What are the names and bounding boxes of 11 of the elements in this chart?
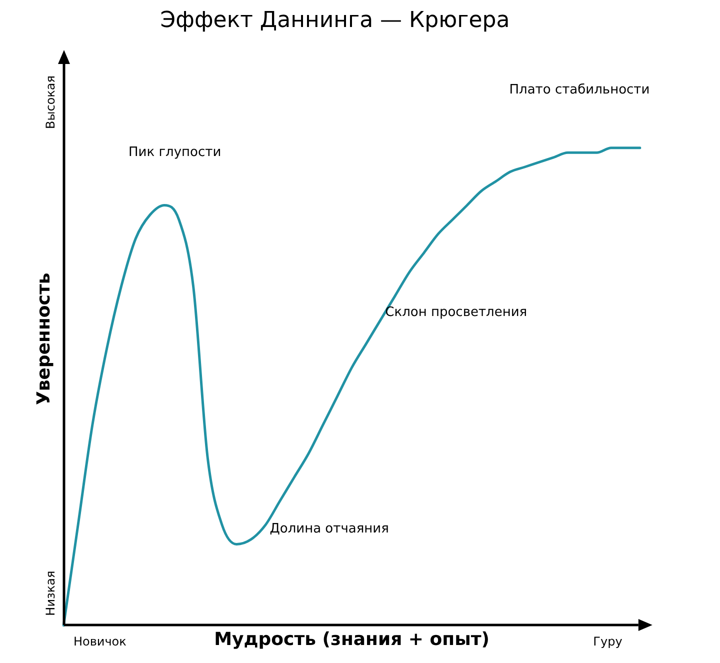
annotation: Склон просветления [385, 304, 528, 320]
annotation: Долина отчаяния [270, 522, 389, 537]
text: Новичок [73, 634, 126, 649]
text: Высокая [44, 76, 58, 129]
text: Плато стабильности [509, 82, 650, 98]
x-axis-title: Мудрость (знания + опыт) [214, 628, 490, 650]
text: Низкая [44, 570, 58, 616]
chart-title: Эффект Даннинга — Крюгера [160, 8, 510, 33]
annotation: Пик глупости [128, 145, 222, 160]
text: Гуру [593, 634, 622, 649]
y-axis-title: Уверенность [33, 272, 54, 406]
